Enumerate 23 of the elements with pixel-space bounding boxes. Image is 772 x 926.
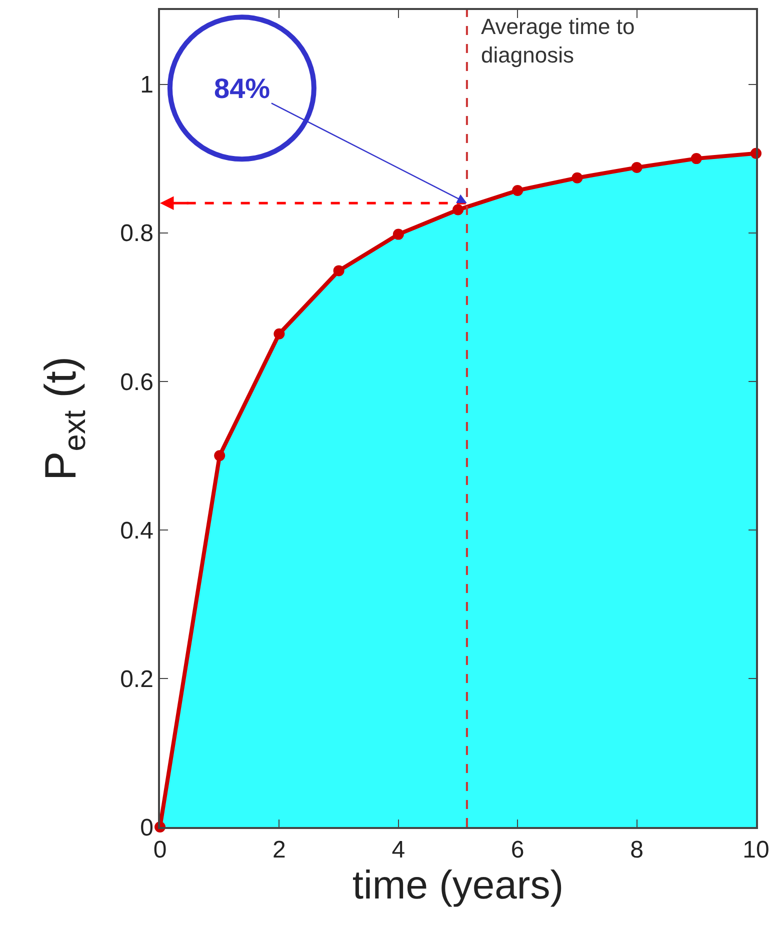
x-tick-label: 10 [742, 836, 770, 864]
point [274, 328, 285, 340]
point [452, 204, 464, 216]
x-tick-label: 4 [392, 836, 406, 864]
annotation: 84% [214, 73, 270, 104]
x-tick-label: 6 [510, 836, 524, 864]
ref-line-label: Average time to diagnosis [481, 14, 635, 68]
x-tick-label: 8 [630, 836, 644, 864]
x-tick-label: 2 [272, 836, 286, 864]
point [631, 162, 642, 173]
y-tick-label: 1 [140, 72, 154, 99]
y-tick-label: 0.8 [120, 220, 154, 248]
point [572, 172, 583, 184]
y-tick-label: 0.4 [120, 517, 154, 544]
y-tick-label: 0 [140, 814, 154, 842]
point [392, 228, 404, 240]
point [214, 450, 226, 462]
point [333, 265, 344, 276]
point [512, 184, 524, 196]
x-axis-title: time (years) [352, 864, 564, 908]
point [690, 153, 702, 164]
y-tick-label: 0.6 [120, 368, 154, 396]
y-tick-label: 0.2 [120, 666, 154, 693]
